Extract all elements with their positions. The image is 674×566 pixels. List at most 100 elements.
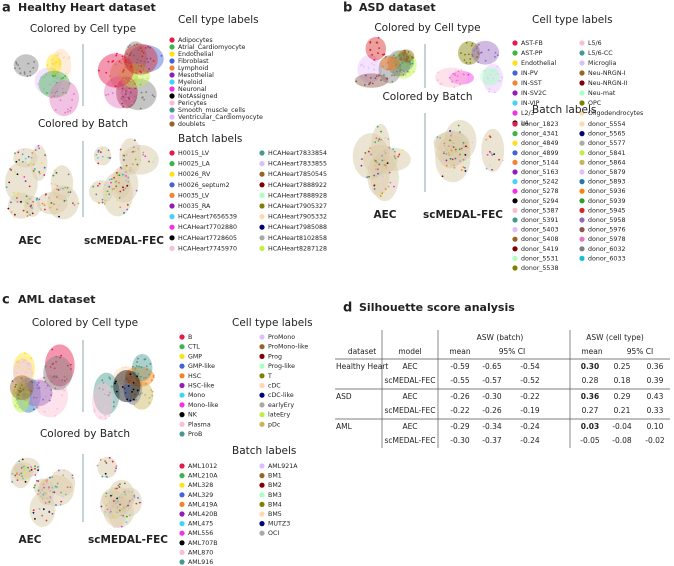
cell-dot [60, 354, 63, 357]
cell-dot [109, 157, 112, 159]
cell-dot [16, 200, 19, 203]
cell-dot [122, 189, 125, 191]
legend-swatch [259, 530, 265, 536]
cell-dot [123, 78, 125, 81]
cell-dot [114, 515, 117, 518]
cell-dot [99, 458, 102, 461]
cell-dot [151, 390, 154, 393]
cell-dot [95, 193, 98, 196]
legend-label: L5/6 [588, 40, 602, 47]
dataset-cell: Healthy Heart [336, 362, 388, 371]
legend-label: donor_5864 [588, 159, 625, 166]
cell-dot [44, 193, 47, 196]
cluster [103, 497, 134, 528]
legend-label: Endothelial [521, 60, 557, 67]
value-cell: -0.30 [482, 392, 502, 401]
cell-dot [476, 55, 479, 58]
cell-dot [77, 202, 80, 205]
legend-swatch [259, 363, 265, 369]
cluster [44, 344, 75, 387]
cell-dot [364, 169, 367, 172]
cell-dot [391, 80, 394, 83]
cell-dot [135, 365, 138, 367]
cell-dot [36, 384, 39, 386]
cell-dot [92, 185, 95, 188]
cell-dot [133, 496, 136, 499]
legend-label: donor_4899 [521, 150, 558, 157]
cell-dot [31, 152, 34, 154]
cell-dot [43, 174, 46, 176]
cell-dot [373, 174, 376, 177]
legend-label: HCAHeart8102858 [268, 235, 327, 242]
cell-dot [56, 196, 58, 198]
cell-dot [55, 355, 58, 358]
cell-dot [111, 385, 113, 388]
cluster [471, 40, 500, 65]
legend-label: AML328 [188, 482, 213, 489]
cell-dot [44, 380, 47, 383]
cell-dot [124, 66, 127, 69]
cell-dot [68, 82, 71, 85]
cell-dot [123, 159, 125, 161]
cluster [92, 382, 114, 421]
cell-dot [405, 53, 408, 56]
cell-dot [14, 213, 16, 216]
cluster [11, 462, 34, 481]
cell-dot [125, 377, 127, 380]
cell-dot [57, 379, 60, 382]
panel-letter: c [2, 293, 10, 308]
cell-dot [401, 149, 404, 152]
cell-dot [48, 399, 51, 402]
cell-dot [54, 84, 57, 87]
cell-dot [361, 63, 363, 66]
legend-swatch [512, 80, 518, 86]
cell-dot [128, 88, 130, 91]
cell-dot [62, 388, 65, 391]
cell-dot [104, 414, 106, 417]
group-header: ASW (cell type) [586, 333, 644, 342]
cell-dot [121, 519, 124, 522]
cell-dot [451, 80, 453, 83]
cell-dot [494, 51, 497, 54]
legend-swatch [579, 90, 585, 96]
cell-dot [10, 211, 13, 213]
cell-dot [113, 526, 116, 528]
cell-dot [396, 70, 398, 73]
cell-dot [118, 174, 121, 177]
legend-label: HCAHeart7702880 [178, 224, 237, 231]
legend-label: donor_5554 [588, 121, 625, 128]
cell-dot [20, 377, 23, 380]
cell-dot [56, 90, 58, 93]
legend-swatch [579, 255, 585, 261]
cell-dot [30, 357, 33, 360]
cell-dot [143, 61, 146, 63]
cell-dot [501, 159, 504, 162]
legend-title: Batch labels [178, 133, 242, 145]
cell-dot [115, 185, 118, 188]
cell-dot [105, 495, 107, 498]
cell-dot [139, 83, 142, 86]
cell-dot [55, 171, 58, 174]
cell-dot [126, 378, 129, 381]
cell-dot [385, 55, 387, 58]
cell-dot [496, 54, 499, 57]
cell-dot [49, 498, 52, 501]
cluster [481, 128, 505, 173]
cell-dot [49, 366, 52, 368]
legend-swatch [512, 169, 518, 175]
cell-dot [389, 61, 392, 64]
cell-dot [15, 62, 18, 65]
legend-swatch [512, 50, 518, 56]
cell-dot [110, 178, 113, 181]
legend-swatch [169, 224, 175, 230]
cluster [93, 372, 120, 415]
cell-dot [142, 51, 145, 54]
cell-dot [129, 44, 131, 47]
cell-dot [44, 154, 46, 157]
cluster [43, 355, 73, 391]
cell-dot [123, 382, 126, 384]
cell-dot [373, 68, 376, 71]
cluster [9, 375, 34, 401]
cell-dot [107, 93, 110, 96]
cell-dot [57, 469, 60, 472]
